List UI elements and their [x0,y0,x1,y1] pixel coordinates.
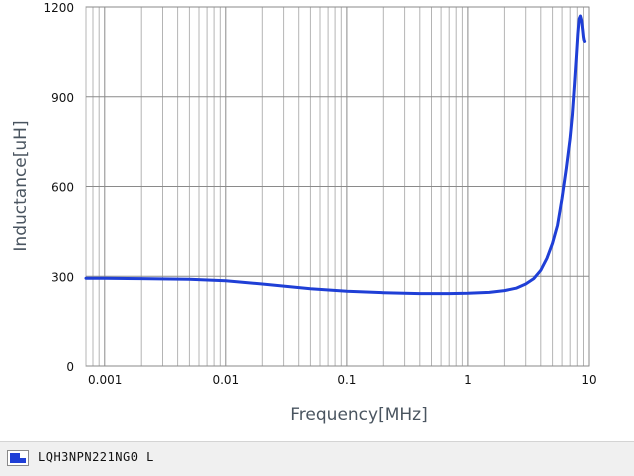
series-layer [84,14,587,296]
y-tick-label: 300 [51,270,74,284]
x-tick-label: 0.001 [88,373,122,387]
y-tick-label: 1200 [43,1,74,15]
swatch-notch [20,453,26,458]
x-tick-label: 0.1 [337,373,356,387]
x-tick-label: 1 [464,373,472,387]
x-tick-label: 10 [581,373,596,387]
series-color-swatch [10,453,26,463]
grid [85,6,590,367]
y-tick-label: 0 [66,360,74,374]
chart: 0.001 0.01 0.1 1 10 0 300 600 900 1200 Frequency[… [11,1,597,425]
series-color-icon[interactable] [7,450,29,466]
tick-labels: 0.001 0.01 0.1 1 10 0 300 600 900 1200 [43,1,596,387]
legend-label: LQH3NPN221NG0 L [38,450,154,464]
x-tick-label: 0.01 [212,373,239,387]
y-tick-label: 900 [51,91,74,105]
legend: LQH3NPN221NG0 L [0,441,634,476]
series-line [84,14,587,296]
x-axis-title: Frequency[MHz] [290,405,427,425]
y-tick-label: 600 [51,181,74,195]
y-axis-title: Inductance[uH] [11,120,31,251]
